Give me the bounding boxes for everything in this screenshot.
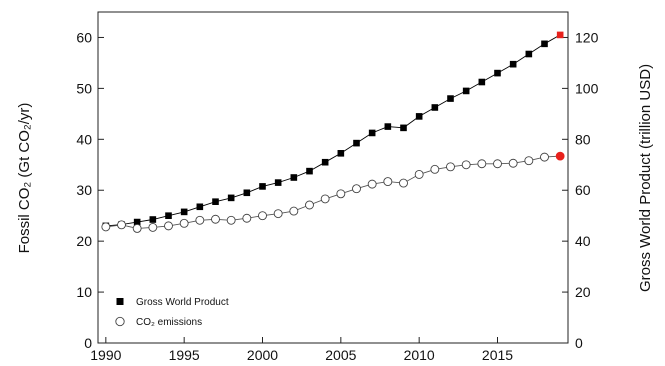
right-tick-label: 120 — [575, 29, 599, 45]
co2-emissions-point — [305, 200, 314, 210]
co2-emissions-point — [211, 214, 220, 224]
co2-emissions-point — [446, 162, 455, 172]
right-tick-label: 20 — [575, 284, 591, 300]
co2-emissions-point — [555, 151, 565, 161]
x-tick-label: 2015 — [482, 347, 513, 363]
gross-world-product-point — [541, 40, 548, 48]
co2-emissions-point — [164, 221, 173, 231]
gross-world-product-point — [431, 104, 439, 111]
left-axis-label: Fossil CO₂ (Gt CO₂/yr) — [16, 103, 33, 254]
gross-world-product-point — [556, 31, 564, 39]
co2-emissions-point — [179, 218, 189, 228]
co2-emissions-point — [383, 177, 393, 187]
series-layer — [101, 31, 565, 233]
x-tick-label: 2010 — [404, 347, 435, 363]
co2-emissions-point — [320, 194, 330, 204]
co2-emissions-point — [258, 211, 267, 221]
gross-world-product-point — [212, 198, 219, 205]
gross-world-product-point — [321, 158, 329, 166]
left-tick-label: 10 — [76, 284, 92, 300]
left-tick-label: 0 — [84, 335, 92, 351]
gross-world-product-point — [259, 183, 266, 190]
legend-label-gross-world-product: Gross World Product — [136, 297, 229, 308]
gross-world-product-point — [525, 50, 533, 58]
gross-world-product-point — [180, 208, 188, 216]
right-tick-label: 100 — [575, 80, 599, 96]
co2-emissions-point — [273, 209, 283, 219]
gross-world-product-point — [133, 218, 141, 226]
x-axis: 1990 1995 2000 2005 2010 2015 — [90, 337, 513, 363]
co2-emissions-point — [493, 159, 502, 169]
right-tick-label: 40 — [575, 233, 591, 249]
co2-emissions-point — [399, 178, 408, 188]
co2-emissions-point — [195, 215, 205, 225]
co2-emissions-point — [414, 169, 424, 179]
gross-world-product-point — [494, 69, 501, 77]
left-y-axis: 0 10 20 30 40 50 60 — [76, 29, 104, 351]
legend: Gross World Product CO₂ emissions — [115, 297, 229, 328]
legend-marker-gross-world-product — [116, 298, 124, 305]
co2-emissions-point — [242, 213, 252, 223]
x-tick-label: 2005 — [325, 347, 356, 363]
gross-world-product-point — [165, 212, 172, 219]
right-axis-label: Gross World Product (trillion USD) — [637, 64, 654, 292]
gross-world-product-point — [509, 60, 517, 68]
left-tick-label: 30 — [76, 182, 92, 198]
plot-frame — [97, 11, 569, 344]
co2-emissions-point — [101, 222, 111, 232]
gross-world-product-point — [478, 78, 486, 86]
co2-emissions-point — [461, 160, 471, 170]
gross-world-product-point — [243, 189, 251, 197]
right-tick-label: 60 — [575, 182, 591, 198]
x-tick-label: 1990 — [90, 347, 121, 363]
gross-world-product-line — [105, 34, 561, 227]
co2-emissions-point — [117, 220, 126, 230]
left-tick-label: 20 — [76, 233, 92, 249]
gross-world-product-point — [462, 87, 470, 95]
gross-world-product-point — [353, 139, 360, 147]
gross-world-product-point — [368, 129, 376, 137]
gross-world-product-point — [290, 174, 298, 181]
co2-emissions-point — [508, 158, 518, 168]
gross-world-product-point — [447, 95, 454, 102]
co2-emissions-point — [148, 222, 158, 232]
co2-emissions-point — [524, 156, 534, 166]
co2-emissions-point — [226, 215, 236, 225]
co2-emissions-point — [132, 223, 142, 233]
co2-emissions-point — [477, 159, 487, 169]
co2-emissions-point — [367, 179, 377, 189]
right-tick-label: 0 — [575, 335, 583, 351]
left-tick-label: 50 — [76, 80, 92, 96]
left-tick-label: 40 — [76, 131, 92, 147]
co2-emissions-point — [352, 184, 361, 194]
legend-label-co2-emissions: CO₂ emissions — [136, 317, 202, 328]
gross-world-product-point — [337, 150, 345, 157]
gross-world-product-point — [415, 113, 423, 120]
right-y-axis: 0 20 40 60 80 100 120 — [562, 29, 599, 351]
gross-world-product-point — [274, 179, 282, 186]
x-tick-label: 1995 — [169, 347, 200, 363]
co2-emissions-point — [430, 164, 440, 174]
gross-world-product-point — [400, 124, 407, 132]
left-tick-label: 60 — [76, 29, 92, 45]
gross-world-product-point — [384, 123, 392, 130]
gross-world-product-point — [196, 203, 204, 211]
x-tick-label: 2000 — [247, 347, 278, 363]
co2-emissions-point — [540, 152, 549, 162]
right-tick-label: 80 — [575, 131, 591, 147]
co2-emissions-line — [105, 155, 561, 229]
gross-world-product-point — [227, 194, 235, 202]
co2-emissions-point — [289, 206, 299, 216]
gross-world-product-point — [306, 167, 313, 175]
legend-marker-co2-emissions — [115, 316, 125, 327]
gross-world-product-point — [149, 216, 157, 223]
co2-emissions-point — [336, 189, 346, 199]
